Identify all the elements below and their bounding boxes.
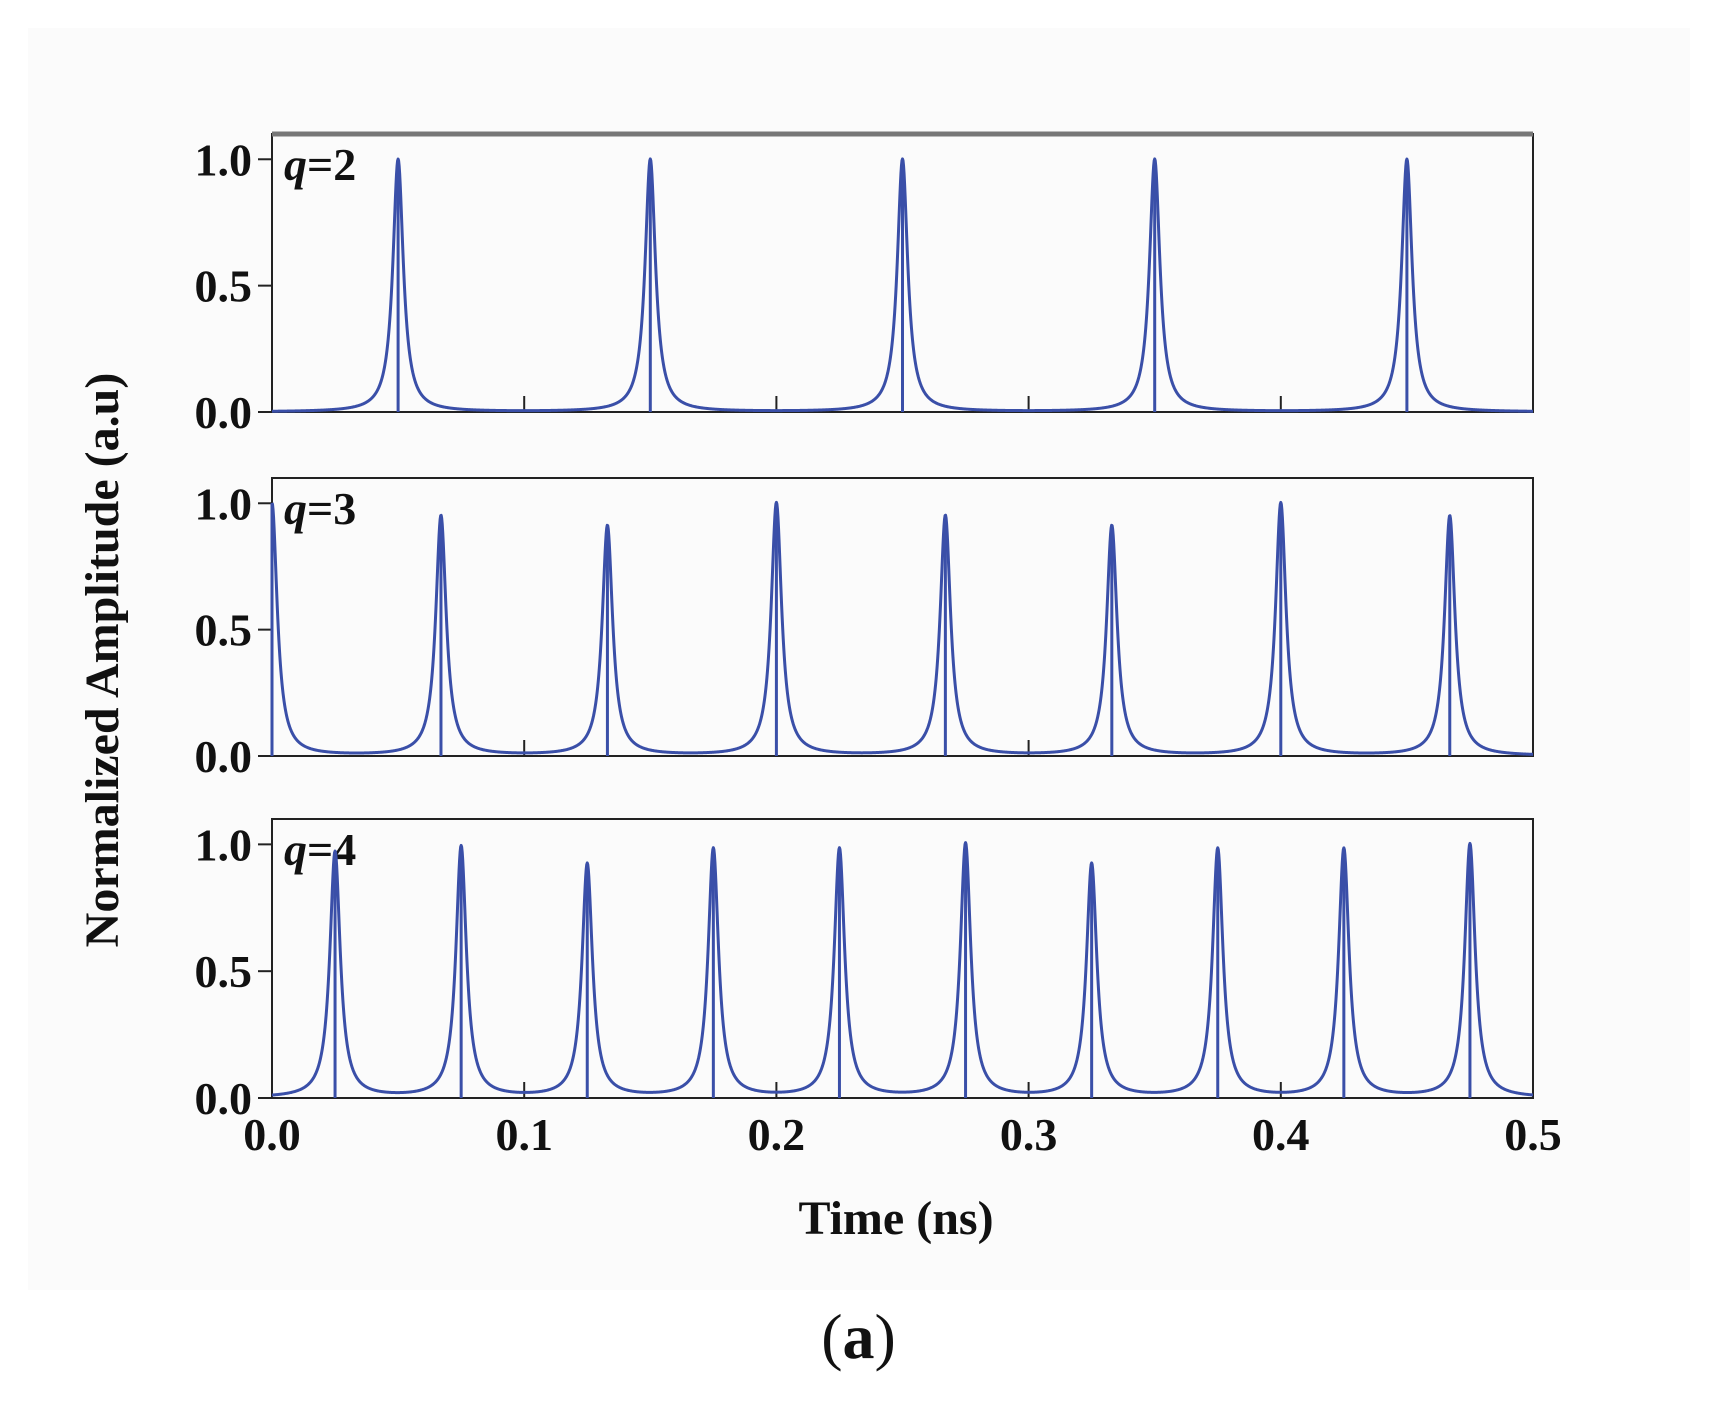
panel-label: q=2 <box>284 139 356 190</box>
figure-caption: (a) <box>0 1300 1717 1374</box>
pulse-series-line <box>271 157 1534 413</box>
panel-label-rest: =4 <box>307 824 356 875</box>
x-tick-label: 0.1 <box>495 1109 553 1160</box>
x-tick-label: 0.4 <box>1252 1109 1310 1160</box>
subplot-group: 0.00.51.0 q=20.00.51.0 q=30.00.51.0 q=40.0 0… <box>195 131 1562 1160</box>
y-tick-label: 0.5 <box>195 605 253 656</box>
panel-label: q=4 <box>284 824 356 875</box>
y-tick-label: 0.0 <box>195 387 253 438</box>
panel-label-var: q <box>284 824 307 875</box>
pulse-series-line <box>271 841 1534 1097</box>
subplot-3: 0.0 0.5 1.0 q=4 <box>195 818 1534 1124</box>
panel-label: q=3 <box>284 483 356 534</box>
pulse-series-line <box>270 500 1534 756</box>
x-tick-label: 0.0 <box>243 1109 301 1160</box>
y-tick-label: 0.0 <box>195 731 253 782</box>
x-tick-label: 0.2 <box>748 1109 806 1160</box>
y-axis-label: Normalized Amplitude (a.u) <box>76 373 129 948</box>
subplot-frame <box>271 818 1534 1099</box>
subplot-1: 0.0 0.5 1.0 q=2 <box>195 131 1534 438</box>
panel-label-var: q <box>284 483 307 534</box>
y-tick-label: 0.0 <box>195 1073 253 1124</box>
y-tick-label: 1.0 <box>195 478 253 529</box>
panel-label-var: q <box>284 139 307 190</box>
y-tick-label: 1.0 <box>195 819 253 870</box>
panel-label-rest: =3 <box>307 483 356 534</box>
figure-background <box>28 28 1690 1290</box>
y-tick-label: 0.5 <box>195 946 253 997</box>
x-tick-label: 0.3 <box>1000 1109 1058 1160</box>
x-tick-labels: 0.0 0.1 0.2 0.3 0.4 0.5 <box>243 1109 1562 1160</box>
x-axis-label: Time (ns) <box>798 1192 993 1245</box>
caption-close-paren: ) <box>874 1301 896 1372</box>
y-tick-label: 1.0 <box>195 134 253 185</box>
panel-label-rest: =2 <box>307 139 356 190</box>
caption-open-paren: ( <box>821 1301 843 1372</box>
caption-letter: a <box>842 1301 875 1372</box>
subplot-2: 0.0 0.5 1.0 q=3 <box>195 477 1534 782</box>
x-tick-label: 0.5 <box>1504 1109 1562 1160</box>
y-tick-label: 0.5 <box>195 261 253 312</box>
